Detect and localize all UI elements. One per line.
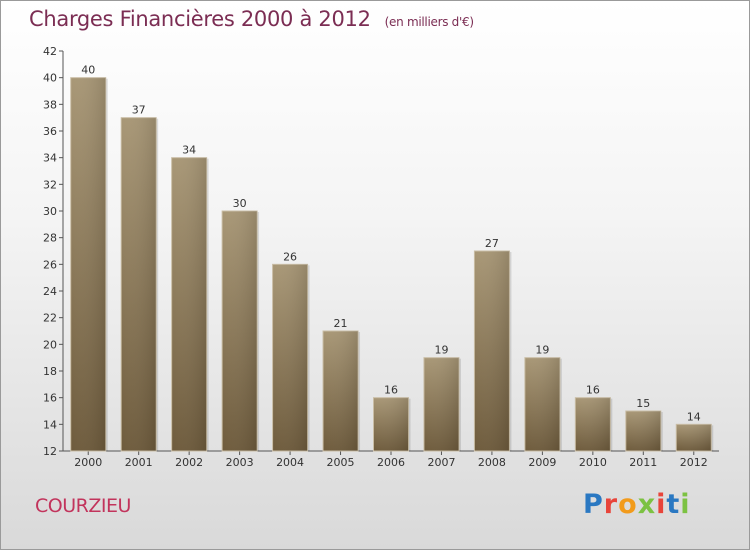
bar-shading — [222, 211, 258, 451]
x-tick-label: 2009 — [528, 456, 556, 469]
x-tick-label: 2008 — [478, 456, 506, 469]
y-tick-label: 12 — [43, 445, 57, 458]
bar-shading — [272, 264, 308, 451]
x-tick-label: 2010 — [579, 456, 607, 469]
y-tick-label: 28 — [43, 232, 57, 245]
data-label: 15 — [636, 397, 650, 410]
y-tick-label: 36 — [43, 125, 57, 138]
x-tick-label: 2002 — [175, 456, 203, 469]
y-tick-label: 38 — [43, 98, 57, 111]
data-label: 16 — [384, 384, 398, 397]
bar-shading — [323, 331, 359, 451]
data-label: 37 — [132, 104, 146, 117]
axes: 12 14 16 18 20 22 24 26 28 30 32 34 36 38 40 42 2000 2001… — [43, 45, 719, 469]
y-tick-label: 34 — [43, 152, 57, 165]
logo-letter: i — [680, 489, 691, 520]
x-tick-label: 2012 — [680, 456, 708, 469]
bar-shading — [171, 157, 207, 451]
bar-shading — [575, 397, 611, 451]
x-tick-label: 2001 — [125, 456, 153, 469]
chart-title: Charges Financières 2000 à 2012 (en milli… — [29, 7, 474, 31]
x-tick-label: 2005 — [327, 456, 355, 469]
y-tick-label: 18 — [43, 365, 57, 378]
y-tick-label: 42 — [43, 45, 57, 58]
x-tick-label: 2011 — [629, 456, 657, 469]
data-label: 34 — [182, 144, 196, 157]
data-label: 27 — [485, 237, 499, 250]
bar-shading — [625, 411, 661, 451]
y-tick-label: 40 — [43, 72, 57, 85]
x-tick-label: 2004 — [276, 456, 304, 469]
data-label: 19 — [434, 344, 448, 357]
bar-shading — [524, 357, 560, 451]
logo-letter: t — [666, 489, 681, 520]
data-label: 30 — [233, 197, 247, 210]
y-tick-label: 30 — [43, 205, 57, 218]
title-text: Charges Financières 2000 à 2012 — [29, 7, 371, 31]
data-label: 26 — [283, 250, 297, 263]
place-name: COURZIEU — [35, 495, 131, 517]
data-label: 19 — [535, 344, 549, 357]
logo-letter: r — [603, 489, 619, 520]
x-tick-label: 2000 — [74, 456, 102, 469]
y-tick-label: 16 — [43, 392, 57, 405]
x-tick-label: 2003 — [226, 456, 254, 469]
chart-subtitle: (en milliers d'€) — [384, 15, 474, 29]
bars: 40 37 34 30 26 21 16 19 27 19 16 15 14 — [70, 64, 714, 452]
x-tick-label: 2007 — [427, 456, 455, 469]
logo-letter: o — [618, 489, 638, 520]
data-label: 14 — [687, 410, 701, 423]
bar-shading — [70, 77, 106, 452]
logo-letter: i — [656, 489, 667, 520]
bar-shading — [373, 397, 409, 451]
data-label: 40 — [81, 64, 95, 77]
bar-shading — [676, 424, 712, 451]
data-label: 16 — [586, 384, 600, 397]
y-tick-label: 20 — [43, 338, 57, 351]
y-tick-label: 14 — [43, 418, 57, 431]
logo-letter: P — [583, 489, 604, 520]
y-tick-label: 32 — [43, 178, 57, 191]
y-tick-label: 26 — [43, 258, 57, 271]
x-tick-label: 2006 — [377, 456, 405, 469]
y-tick-label: 22 — [43, 312, 57, 325]
data-label: 21 — [334, 317, 348, 330]
y-tick-label: 24 — [43, 285, 57, 298]
bar-shading — [423, 357, 459, 451]
bar-shading — [121, 117, 157, 452]
proxiti-logo: Proxiti — [583, 489, 691, 520]
logo-letter: x — [637, 489, 657, 520]
bar-shading — [474, 251, 510, 451]
